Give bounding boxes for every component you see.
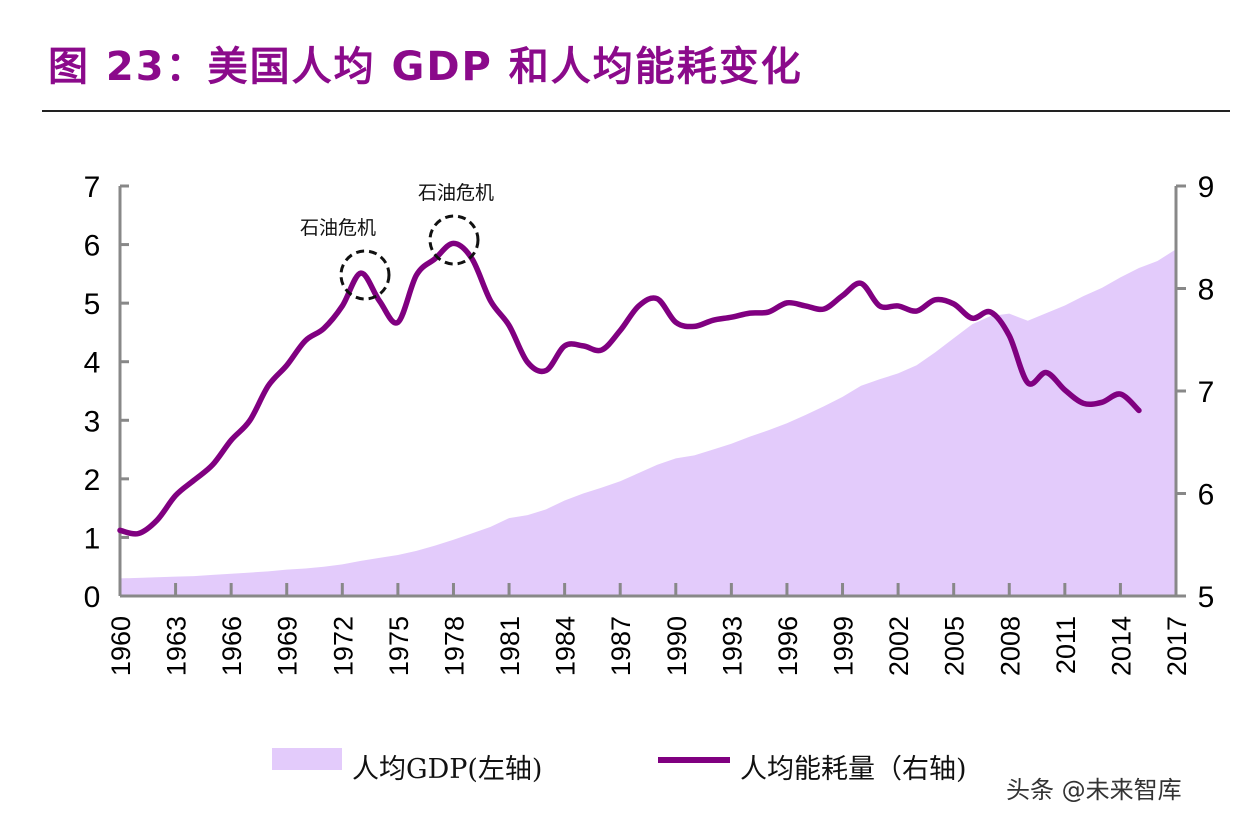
x-tick-label: 2008 — [995, 616, 1025, 676]
x-tick-label: 2017 — [1162, 616, 1192, 676]
x-tick-label: 1969 — [273, 616, 303, 676]
x-tick-label: 1990 — [662, 616, 692, 676]
left-tick-label: 0 — [84, 581, 101, 614]
x-tick-label: 2005 — [940, 616, 970, 676]
x-tick-label: 1975 — [384, 616, 414, 676]
left-tick-label: 5 — [84, 288, 101, 321]
legend-energy-label: 人均能耗量（右轴) — [740, 754, 967, 785]
x-tick-label: 1999 — [829, 616, 859, 676]
oil-crisis-circle — [339, 249, 391, 301]
x-tick-label: 2002 — [884, 616, 914, 676]
oil-crisis-circle — [428, 214, 480, 266]
right-tick-label: 7 — [1198, 376, 1215, 409]
x-tick-label: 1972 — [328, 616, 358, 676]
left-tick-label: 1 — [84, 522, 101, 555]
right-tick-label: 9 — [1198, 171, 1215, 204]
legend-gdp-swatch — [272, 748, 342, 770]
left-tick-label: 7 — [84, 171, 101, 204]
x-tick-label: 1981 — [495, 616, 525, 676]
x-tick-label: 1963 — [162, 616, 192, 676]
gdp-area — [120, 249, 1176, 596]
oil-crisis-label: 石油危机 — [418, 182, 494, 204]
x-tick-label: 1987 — [606, 616, 636, 676]
figure-title: 图 23：美国人均 GDP 和人均能耗变化 — [48, 44, 803, 90]
legend-gdp-label: 人均GDP(左轴) — [352, 754, 542, 785]
left-tick-label: 4 — [84, 347, 101, 380]
x-tick-label: 1960 — [106, 616, 136, 676]
right-tick-label: 8 — [1198, 274, 1215, 307]
right-tick-label: 6 — [1198, 479, 1215, 512]
x-tick-label: 1984 — [551, 616, 581, 676]
watermark: 头条 @未来智库 — [1006, 776, 1182, 804]
x-tick-label: 1978 — [439, 616, 469, 676]
x-tick-label: 2011 — [1051, 616, 1081, 674]
x-tick-label: 1966 — [217, 616, 247, 676]
left-tick-label: 3 — [84, 405, 101, 438]
x-tick-label: 1996 — [773, 616, 803, 676]
x-tick-label: 1993 — [717, 616, 747, 676]
right-tick-label: 5 — [1198, 581, 1215, 614]
left-tick-label: 6 — [84, 230, 101, 263]
oil-crisis-label: 石油危机 — [300, 217, 376, 239]
title-divider — [42, 110, 1230, 112]
energy-line — [117, 240, 1142, 537]
left-tick-label: 2 — [84, 464, 101, 497]
x-tick-label: 2014 — [1106, 616, 1136, 676]
